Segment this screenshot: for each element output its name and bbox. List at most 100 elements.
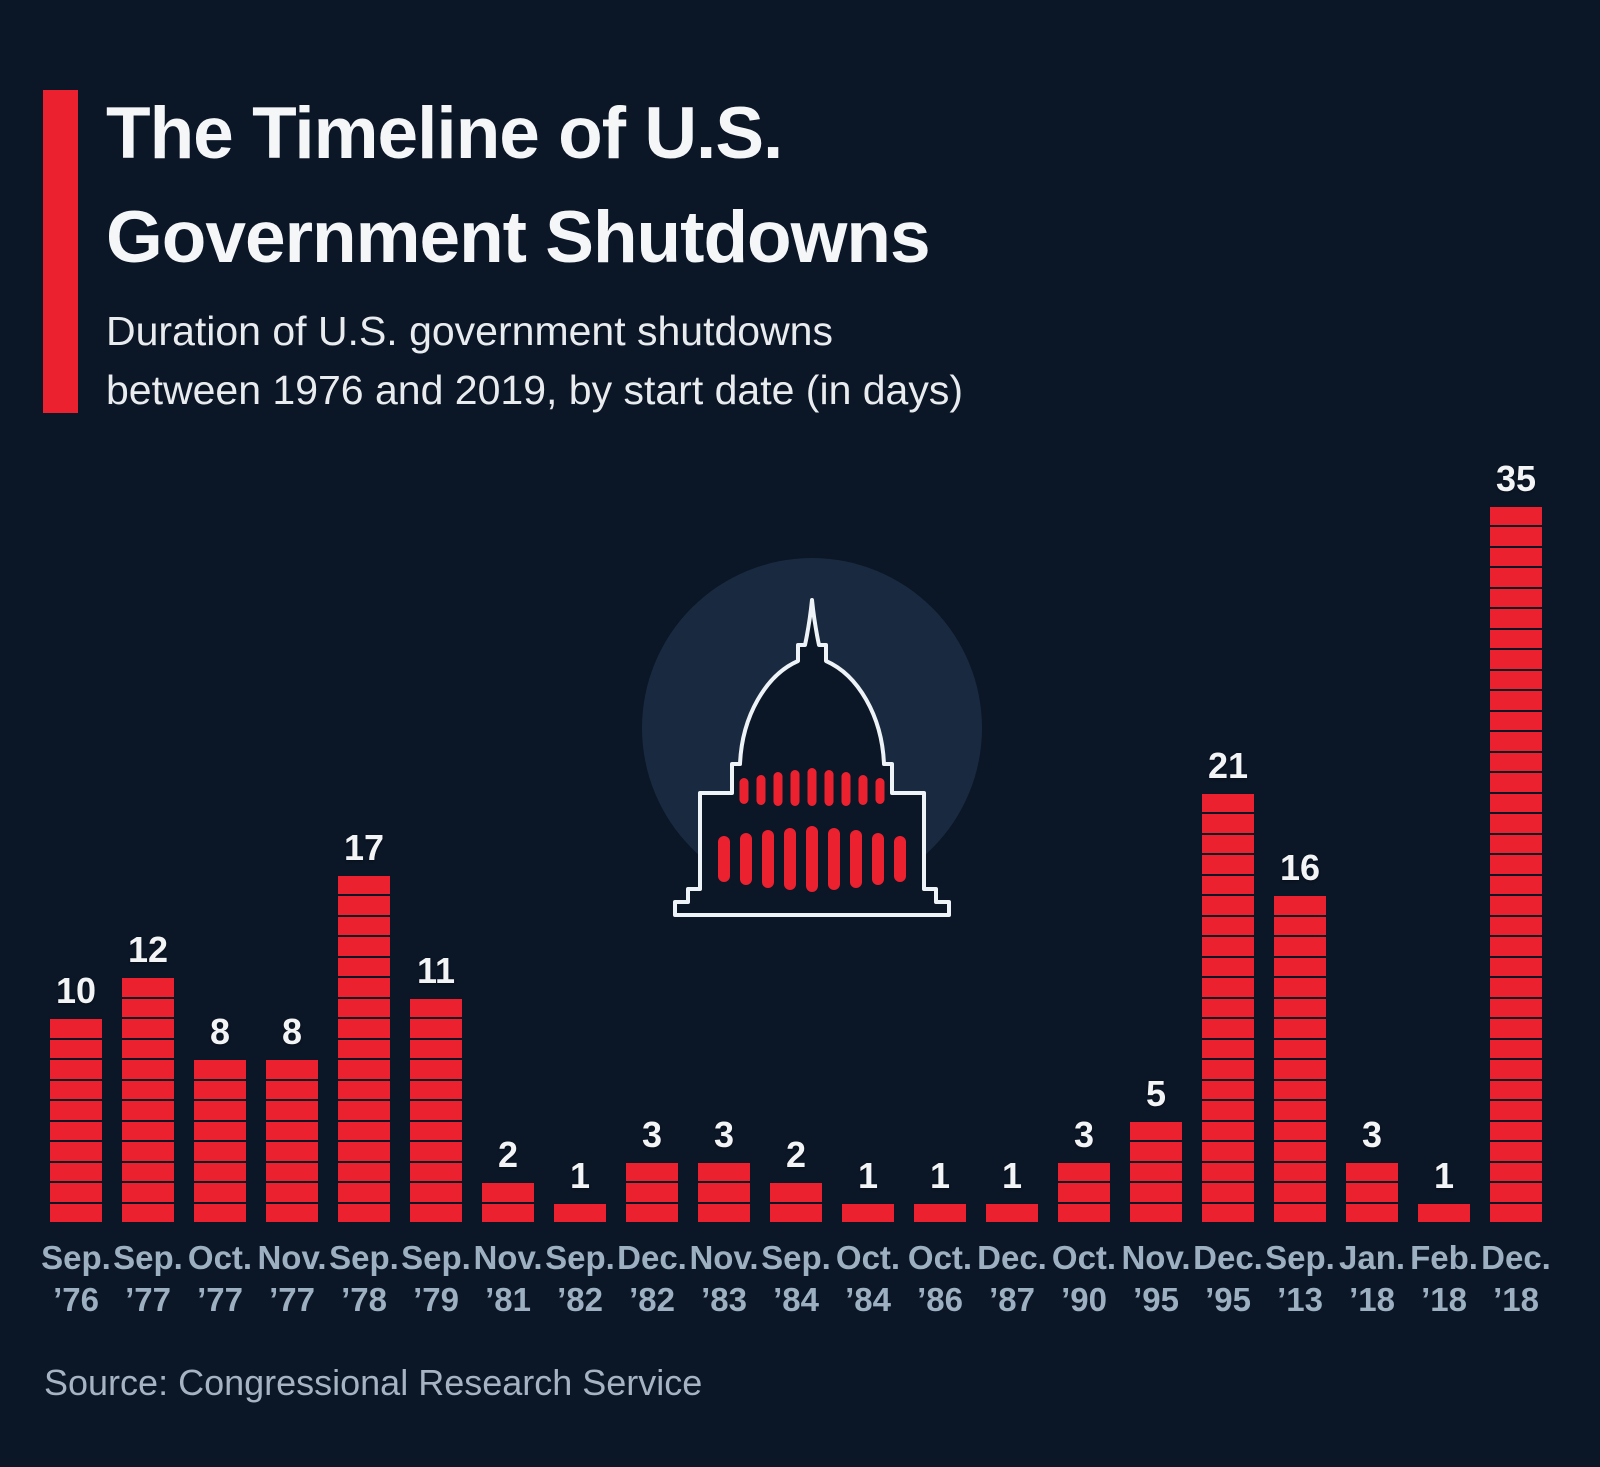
bar-day-segment — [1490, 937, 1542, 956]
bar-day-segment — [1490, 1039, 1542, 1058]
bar-day-segment — [122, 1060, 174, 1079]
bar-day-segment — [266, 1142, 318, 1161]
bar-day-segment — [194, 1121, 246, 1140]
bar-value-label: 21 — [1207, 744, 1249, 786]
x-axis-tick-month: Oct. — [1051, 1239, 1117, 1276]
bar-day-segment — [1490, 875, 1542, 894]
x-axis-tick-year: ’83 — [701, 1281, 747, 1318]
x-axis-tick-month: Dec. — [1481, 1239, 1551, 1276]
bar — [410, 998, 462, 1222]
bar-day-segment — [338, 1101, 390, 1120]
bar-day-segment — [482, 1203, 534, 1222]
x-axis-tick-year: ’86 — [917, 1281, 963, 1318]
bar-day-segment — [698, 1203, 750, 1222]
bar-day-segment — [122, 1162, 174, 1181]
bar-day-segment — [1490, 998, 1542, 1017]
bar-day-segment — [1490, 691, 1542, 710]
bar-day-segment — [194, 1183, 246, 1202]
bar-value-label: 1 — [857, 1154, 879, 1196]
bar-column: 1 Dec. ’87 — [977, 1155, 1047, 1325]
bar-column: 35 Dec. ’18 — [1481, 457, 1551, 1325]
bar-day-segment — [1202, 834, 1254, 853]
bar-day-segment — [1058, 1183, 1110, 1202]
x-axis-tick-label: Dec. ’18 — [1481, 1222, 1551, 1324]
bar-day-segment — [1130, 1183, 1182, 1202]
bar-day-segment — [1274, 937, 1326, 956]
bar-day-segment — [338, 875, 390, 894]
bar-day-segment — [338, 1019, 390, 1038]
bar-day-segment — [1202, 1101, 1254, 1120]
bar-day-segment — [1202, 814, 1254, 833]
bar-value-label: 2 — [785, 1134, 807, 1175]
bar-day-segment — [1274, 1080, 1326, 1099]
bar-day-segment — [194, 1162, 246, 1181]
bar-day-segment — [1202, 1183, 1254, 1202]
x-axis-tick-year: ’82 — [629, 1281, 675, 1318]
bar-column: 21 Dec. ’95 — [1193, 744, 1263, 1325]
bar-column: 2 Nov. ’81 — [473, 1134, 542, 1324]
page-title: The Timeline of U.S. Government Shutdown… — [106, 82, 931, 290]
bar-day-segment — [1490, 773, 1542, 792]
x-axis-tick-label: Sep. ’78 — [329, 1222, 399, 1324]
bar-day-segment — [1202, 793, 1254, 812]
bar-day-segment — [1130, 1142, 1182, 1161]
bar-day-segment — [482, 1183, 534, 1202]
bar-day-segment — [1490, 1183, 1542, 1202]
capitol-window-bars-lower — [718, 826, 906, 892]
bar-day-segment — [1274, 896, 1326, 915]
bar-day-segment — [1202, 957, 1254, 976]
x-axis-tick-month: Jan. — [1338, 1239, 1406, 1276]
bar-day-segment — [50, 1162, 102, 1181]
bar-day-segment — [1490, 834, 1542, 853]
bar-value-label: 1 — [1433, 1154, 1455, 1196]
bar-day-segment — [410, 1162, 462, 1181]
bar-day-segment — [1490, 588, 1542, 607]
bar — [50, 1019, 102, 1222]
bar-day-segment — [1202, 978, 1254, 997]
bar-day-segment — [50, 1101, 102, 1120]
x-axis-tick-year: ’78 — [341, 1281, 387, 1318]
bar-day-segment — [698, 1183, 750, 1202]
bar-day-segment — [1346, 1183, 1398, 1202]
bar-day-segment — [266, 1121, 318, 1140]
bar — [554, 1203, 606, 1222]
bar-day-segment — [194, 1203, 246, 1222]
bar — [1274, 896, 1326, 1222]
x-axis-tick-label: Nov. ’95 — [1121, 1222, 1190, 1324]
x-axis-tick-year: ’77 — [125, 1281, 171, 1318]
bar-column: 8 Oct. ’77 — [188, 1011, 252, 1324]
x-axis-tick-label: Nov. ’83 — [689, 1222, 758, 1324]
bar — [194, 1060, 246, 1222]
bar — [1418, 1203, 1470, 1222]
bar-day-segment — [266, 1101, 318, 1120]
bar — [482, 1183, 534, 1222]
x-axis-tick-month: Feb. — [1410, 1239, 1478, 1276]
bar-day-segment — [1418, 1203, 1470, 1222]
bar-value-label: 2 — [497, 1134, 519, 1175]
bar-day-segment — [338, 978, 390, 997]
bar-day-segment — [1490, 506, 1542, 525]
bar-column: 3 Dec. ’82 — [617, 1114, 687, 1325]
bar-day-segment — [1274, 1203, 1326, 1222]
bar-day-segment — [1274, 1121, 1326, 1140]
x-axis-tick-label: Sep. ’77 — [113, 1222, 183, 1324]
x-axis-tick-label: Oct. ’77 — [188, 1222, 252, 1324]
x-axis-tick-month: Sep. — [1265, 1239, 1335, 1276]
page-title-line-2: Government Shutdowns — [106, 197, 931, 278]
bar-day-segment — [626, 1162, 678, 1181]
bar-day-segment — [338, 916, 390, 935]
x-axis-tick-year: ’18 — [1349, 1281, 1395, 1318]
bar-day-segment — [1274, 1101, 1326, 1120]
x-axis-tick-year: ’90 — [1061, 1281, 1107, 1318]
bar-day-segment — [122, 1019, 174, 1038]
bar-day-segment — [1490, 855, 1542, 874]
bar-day-segment — [1202, 1060, 1254, 1079]
bar-value-label: 3 — [1073, 1113, 1095, 1155]
bar-column: 16 Sep. ’13 — [1265, 847, 1335, 1324]
bar-day-segment — [1130, 1203, 1182, 1222]
bar-value-label: 35 — [1495, 457, 1537, 499]
us-capitol-dome-icon — [620, 548, 1020, 920]
bar-day-segment — [1274, 1019, 1326, 1038]
bar-day-segment — [842, 1203, 894, 1222]
x-axis-tick-label: Oct. ’90 — [1052, 1222, 1116, 1324]
